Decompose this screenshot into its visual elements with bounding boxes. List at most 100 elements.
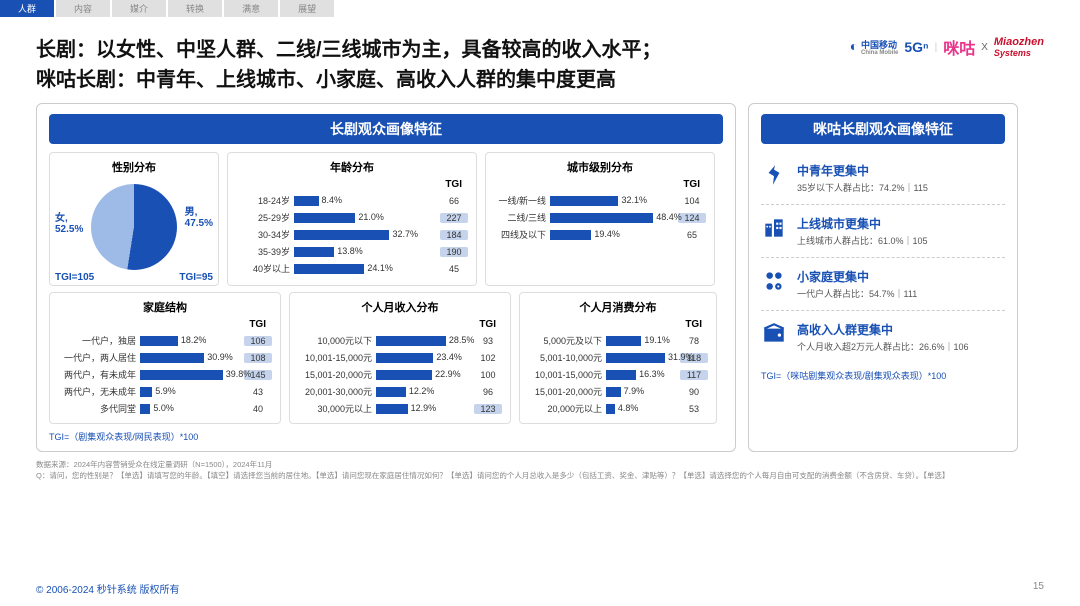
tab-1[interactable]: 内容 — [56, 0, 110, 17]
tgi-header: TGI — [298, 319, 502, 330]
bar-value: 48.4% — [656, 212, 682, 222]
right-panel: 咪咕长剧观众画像特征 中青年更集中 35岁以下人群占比：74.2%｜115 上线… — [748, 103, 1018, 452]
right-item-title: 小家庭更集中 — [797, 268, 917, 285]
gender-title: 性别分布 — [58, 159, 210, 175]
bar-fill — [606, 404, 615, 414]
city-chart-card: 城市级别分布TGI 一线/新一线 32.1% 104 二线/三线 48.4% 1… — [485, 152, 715, 286]
tab-4[interactable]: 满意 — [224, 0, 278, 17]
bar-track: 19.1% — [606, 336, 680, 346]
bar-fill — [606, 387, 621, 397]
tgi-value: 104 — [678, 196, 706, 206]
bar-track: 5.0% — [140, 404, 244, 414]
family-row-4: 多代同堂 5.0% 40 — [58, 400, 272, 417]
tab-5[interactable]: 展望 — [280, 0, 334, 17]
miaozhen-logo: Miaozhen Systems — [994, 36, 1044, 58]
gender-pie-card: 性别分布 女,52.5% 男,47.5% TGI=105 TGI=95 — [49, 152, 219, 286]
bar-fill — [294, 264, 364, 274]
header: 长剧：以女性、中坚人群、二线/三线城市为主，具备较高的收入水平； 咪咕长剧：中青… — [0, 17, 1080, 103]
family-row-3: 两代户，无未成年 5.9% 43 — [58, 383, 272, 400]
bar-track: 21.0% — [294, 213, 440, 223]
bar-label: 一线/新一线 — [494, 194, 550, 207]
family-title: 家庭结构 — [58, 299, 272, 315]
bar-track: 48.4% — [550, 213, 678, 223]
bar-track: 32.1% — [550, 196, 678, 206]
tgi-value: 78 — [680, 336, 708, 346]
right-item-title: 上线城市更集中 — [797, 215, 928, 232]
bar-label: 40岁以上 — [236, 262, 294, 275]
tgi-value: 53 — [680, 404, 708, 414]
right-item-title: 高收入人群更集中 — [797, 321, 969, 338]
tgi-note-right: TGI=（咪咕剧集观众表现/剧集观众表现）*100 — [761, 369, 1005, 382]
bar-label: 25-29岁 — [236, 211, 294, 224]
bar-label: 多代同堂 — [58, 402, 140, 415]
family-icon — [761, 268, 787, 294]
bar-label: 15,001-20,000元 — [298, 368, 376, 381]
age-row-1: 25-29岁 21.0% 227 — [236, 209, 468, 226]
bar-track: 8.4% — [294, 196, 440, 206]
bar-label: 20,000元以上 — [528, 402, 606, 415]
bar-value: 31.9% — [668, 352, 694, 362]
bar-fill — [294, 213, 355, 223]
right-item-desc: 个人月收入超2万元人群占比：26.6%｜106 — [797, 340, 969, 353]
bar-track: 31.9% — [606, 353, 680, 363]
bar-track: 23.4% — [376, 353, 474, 363]
title-line1: 长剧：以女性、中坚人群、二线/三线城市为主，具备较高的收入水平； — [36, 35, 662, 65]
tgi-value: 190 — [440, 247, 468, 257]
spend-row-3: 15,001-20,000元 7.9% 90 — [528, 383, 708, 400]
bar-track: 12.2% — [376, 387, 474, 397]
family-row-2: 两代户，有未成年 39.8% 145 — [58, 366, 272, 383]
bar-value: 39.8% — [226, 369, 252, 379]
building-icon — [761, 215, 787, 241]
right-item-3: 高收入人群更集中 个人月收入超2万元人群占比：26.6%｜106 — [761, 311, 1005, 363]
wallet-icon — [761, 321, 787, 347]
tgi-value: 108 — [244, 353, 272, 363]
page-number: 15 — [1033, 581, 1044, 596]
china-mobile-logo: ◐ 中国移动 China Mobile — [850, 38, 899, 56]
bar-track: 7.9% — [606, 387, 680, 397]
right-panel-title: 咪咕长剧观众画像特征 — [761, 114, 1005, 144]
bar-track: 22.9% — [376, 370, 474, 380]
tgi-header: TGI — [236, 179, 468, 190]
tab-2[interactable]: 媒介 — [112, 0, 166, 17]
bar-value: 13.8% — [337, 246, 363, 256]
bar-track: 30.9% — [140, 353, 244, 363]
bar-label: 30,000元以上 — [298, 402, 376, 415]
copyright: © 2006-2024 秒针系统 版权所有 — [36, 581, 180, 596]
bar-fill — [140, 404, 150, 414]
tgi-header: TGI — [58, 319, 272, 330]
footer: © 2006-2024 秒针系统 版权所有 15 — [36, 581, 1044, 596]
family-row-0: 一代户，独居 18.2% 106 — [58, 332, 272, 349]
left-panel: 长剧观众画像特征 性别分布 女,52.5% 男,47.5% TGI=105 TG… — [36, 103, 736, 452]
bar-fill — [140, 353, 204, 363]
spend-row-0: 5,000元及以下 19.1% 78 — [528, 332, 708, 349]
city-row-1: 二线/三线 48.4% 124 — [494, 209, 706, 226]
bar-track: 13.8% — [294, 247, 440, 257]
tab-3[interactable]: 转换 — [168, 0, 222, 17]
bar-value: 12.2% — [409, 386, 435, 396]
age-row-2: 30-34岁 32.7% 184 — [236, 226, 468, 243]
tab-0[interactable]: 人群 — [0, 0, 54, 17]
bar-label: 两代户，无未成年 — [58, 385, 140, 398]
bar-label: 20,001-30,000元 — [298, 385, 376, 398]
bar-value: 28.5% — [449, 335, 475, 345]
bar-value: 7.9% — [624, 386, 645, 396]
bar-track: 12.9% — [376, 404, 474, 414]
bar-track: 16.3% — [606, 370, 680, 380]
bar-track: 39.8% — [140, 370, 244, 380]
right-item-2: 小家庭更集中 一代户人群占比：54.7%｜111 — [761, 258, 1005, 311]
income-row-0: 10,000元以下 28.5% 93 — [298, 332, 502, 349]
data-source: 数据来源：2024年内容营销受众在线定量调研（N=1500），2024年11月 — [36, 460, 1044, 471]
migu-logo: 咪咕 — [943, 35, 975, 59]
bar-fill — [606, 370, 636, 380]
page-title: 长剧：以女性、中坚人群、二线/三线城市为主，具备较高的收入水平； 咪咕长剧：中青… — [36, 35, 662, 95]
left-panel-title: 长剧观众画像特征 — [49, 114, 723, 144]
income-title: 个人月收入分布 — [298, 299, 502, 315]
right-item-title: 中青年更集中 — [797, 162, 928, 179]
tgi-value: 90 — [680, 387, 708, 397]
bar-track: 18.2% — [140, 336, 244, 346]
city-row-0: 一线/新一线 32.1% 104 — [494, 192, 706, 209]
bar-label: 四线及以下 — [494, 228, 550, 241]
male-tgi: TGI=95 — [179, 272, 213, 283]
bar-track: 5.9% — [140, 387, 244, 397]
right-item-1: 上线城市更集中 上线城市人群占比：61.0%｜105 — [761, 205, 1005, 258]
